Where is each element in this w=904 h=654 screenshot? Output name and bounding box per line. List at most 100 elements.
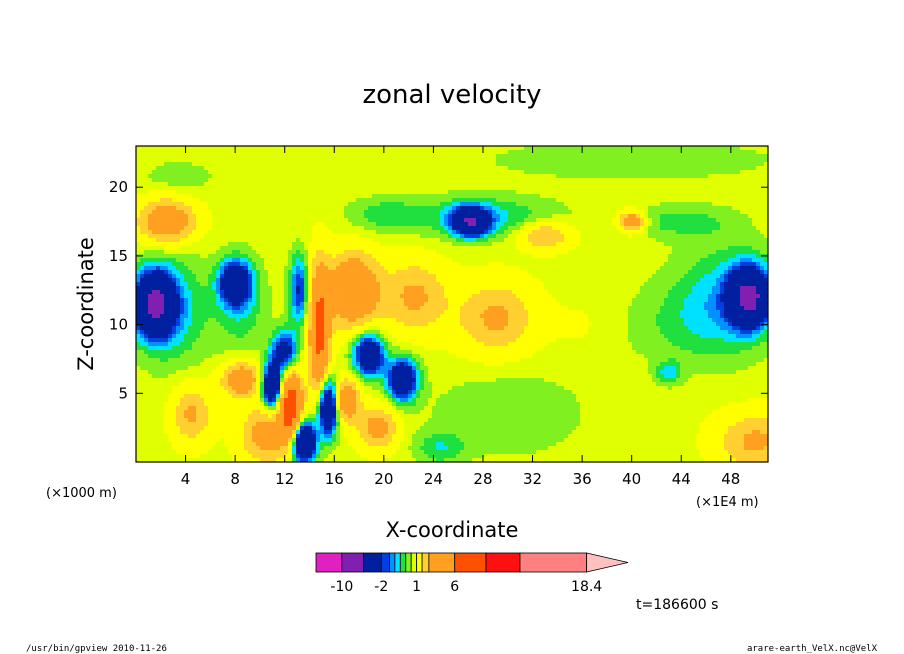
- contour-cell: [720, 186, 725, 191]
- contour-cell: [280, 222, 285, 227]
- contour-cell: [592, 206, 597, 211]
- contour-cell: [380, 230, 385, 235]
- contour-cell: [376, 186, 381, 191]
- contour-cell: [700, 210, 705, 215]
- contour-cell: [240, 198, 245, 203]
- contour-cell: [180, 230, 185, 235]
- contour-cell: [644, 218, 649, 223]
- contour-cell: [584, 258, 589, 263]
- contour-cell: [192, 194, 197, 199]
- contour-cell: [172, 270, 177, 275]
- contour-cell: [220, 214, 225, 219]
- contour-cell: [744, 218, 749, 223]
- contour-cell: [476, 242, 481, 247]
- contour-cell: [596, 210, 601, 215]
- contour-cell: [432, 194, 437, 199]
- contour-cell: [688, 234, 693, 239]
- contour-cell: [424, 250, 429, 255]
- contour-cell: [704, 254, 709, 259]
- contour-cell: [704, 242, 709, 247]
- contour-cell: [344, 186, 349, 191]
- contour-cell: [764, 198, 769, 203]
- contour-cell: [416, 246, 421, 251]
- contour-cell: [608, 174, 613, 179]
- contour-cell: [500, 226, 505, 231]
- contour-cell: [360, 214, 365, 219]
- contour-cell: [644, 150, 649, 155]
- contour-cell: [504, 210, 509, 215]
- contour-cell: [324, 150, 329, 155]
- contour-cell: [156, 258, 161, 263]
- contour-cell: [292, 178, 297, 183]
- contour-cell: [304, 270, 309, 275]
- contour-cell: [508, 182, 513, 187]
- contour-cell: [324, 158, 329, 163]
- contour-cell: [396, 254, 401, 259]
- contour-cell: [404, 262, 409, 267]
- contour-cell: [280, 174, 285, 179]
- contour-cell: [440, 218, 445, 223]
- contour-cell: [700, 254, 705, 259]
- contour-cell: [664, 242, 669, 247]
- contour-cell: [700, 170, 705, 175]
- contour-cell: [436, 234, 441, 239]
- contour-cell: [760, 222, 765, 227]
- contour-cell: [688, 262, 693, 267]
- contour-cell: [216, 234, 221, 239]
- contour-cell: [464, 210, 469, 215]
- contour-cell: [460, 238, 465, 243]
- contour-cell: [700, 226, 705, 231]
- contour-cell: [148, 210, 153, 215]
- contour-cell: [144, 254, 149, 259]
- contour-cell: [724, 162, 729, 167]
- contour-cell: [184, 258, 189, 263]
- contour-cell: [260, 186, 265, 191]
- contour-cell: [644, 210, 649, 215]
- contour-cell: [448, 182, 453, 187]
- contour-cell: [384, 262, 389, 267]
- contour-cell: [744, 150, 749, 155]
- contour-cell: [580, 170, 585, 175]
- contour-cell: [740, 262, 745, 267]
- contour-cell: [552, 146, 557, 151]
- contour-cell: [452, 190, 457, 195]
- contour-cell: [432, 170, 437, 175]
- contour-cell: [304, 158, 309, 163]
- contour-cell: [436, 202, 441, 207]
- contour-cell: [744, 186, 749, 191]
- contour-cell: [144, 246, 149, 251]
- contour-cell: [592, 234, 597, 239]
- contour-cell: [688, 182, 693, 187]
- contour-cell: [620, 234, 625, 239]
- contour-cell: [448, 222, 453, 227]
- contour-cell: [140, 198, 145, 203]
- contour-cell: [408, 246, 413, 251]
- contour-cell: [328, 214, 333, 219]
- contour-cell: [624, 246, 629, 251]
- contour-cell: [560, 162, 565, 167]
- contour-cell: [692, 246, 697, 251]
- contour-cell: [324, 190, 329, 195]
- contour-cell: [252, 190, 257, 195]
- contour-cell: [428, 158, 433, 163]
- contour-cell: [268, 162, 273, 167]
- contour-cell: [320, 266, 325, 271]
- contour-cell: [196, 230, 201, 235]
- contour-cell: [236, 258, 241, 263]
- contour-cell: [472, 190, 477, 195]
- contour-cell: [468, 234, 473, 239]
- contour-cell: [580, 154, 585, 159]
- contour-cell: [316, 158, 321, 163]
- contour-cell: [468, 154, 473, 159]
- contour-cell: [280, 146, 285, 151]
- contour-cell: [380, 226, 385, 231]
- contour-cell: [420, 170, 425, 175]
- contour-cell: [372, 154, 377, 159]
- contour-cell: [496, 258, 501, 263]
- contour-cell: [216, 190, 221, 195]
- contour-cell: [760, 246, 765, 251]
- contour-cell: [268, 170, 273, 175]
- contour-cell: [464, 214, 469, 219]
- contour-cell: [180, 238, 185, 243]
- contour-cell: [588, 178, 593, 183]
